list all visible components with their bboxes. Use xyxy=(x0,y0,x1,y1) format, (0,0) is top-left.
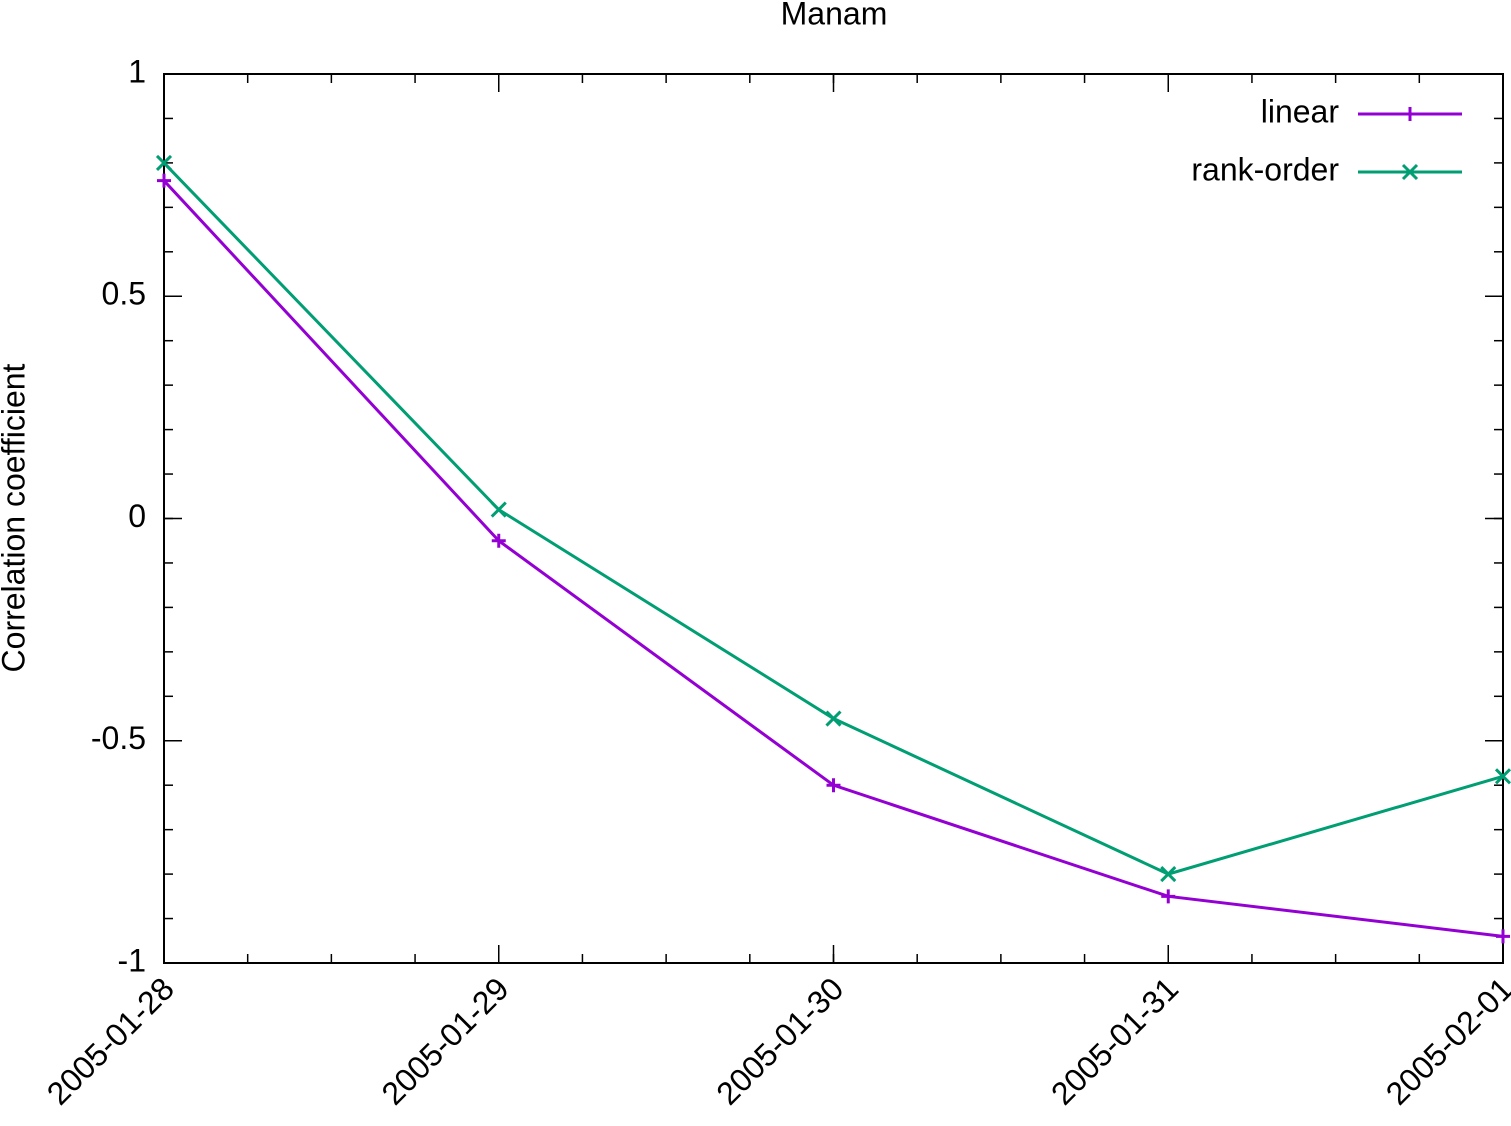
y-tick-label: 0 xyxy=(128,498,146,534)
legend-label: linear xyxy=(1261,93,1340,129)
marker xyxy=(825,710,842,727)
marker xyxy=(1161,889,1176,904)
marker xyxy=(1403,107,1417,121)
y-tick-label: -0.5 xyxy=(91,720,146,756)
marker xyxy=(491,533,506,548)
y-tick-label: 0.5 xyxy=(102,276,146,312)
series-line xyxy=(162,179,1504,938)
x-tick-label: 2005-01-31 xyxy=(1044,970,1185,1111)
marker xyxy=(826,778,841,793)
y-tick-label: 1 xyxy=(128,53,146,89)
y-tick-label: -1 xyxy=(118,942,146,978)
y-axis-label: Correlation coefficient xyxy=(0,363,31,672)
marker xyxy=(157,173,171,188)
x-tick-label: 2005-01-28 xyxy=(40,970,181,1111)
marker xyxy=(155,154,173,171)
chart-title: Manam xyxy=(781,0,888,31)
marker xyxy=(1496,929,1510,944)
plot-frame xyxy=(163,73,1504,964)
marker xyxy=(1160,866,1177,883)
marker xyxy=(1494,768,1511,785)
marker xyxy=(490,501,507,518)
x-tick-label: 2005-02-01 xyxy=(1379,970,1511,1111)
x-tick-label: 2005-01-30 xyxy=(709,970,850,1111)
x-tick-label: 2005-01-29 xyxy=(374,970,515,1111)
legend-label: rank-order xyxy=(1191,151,1339,187)
marker xyxy=(1401,163,1419,181)
series-line xyxy=(162,161,1504,876)
